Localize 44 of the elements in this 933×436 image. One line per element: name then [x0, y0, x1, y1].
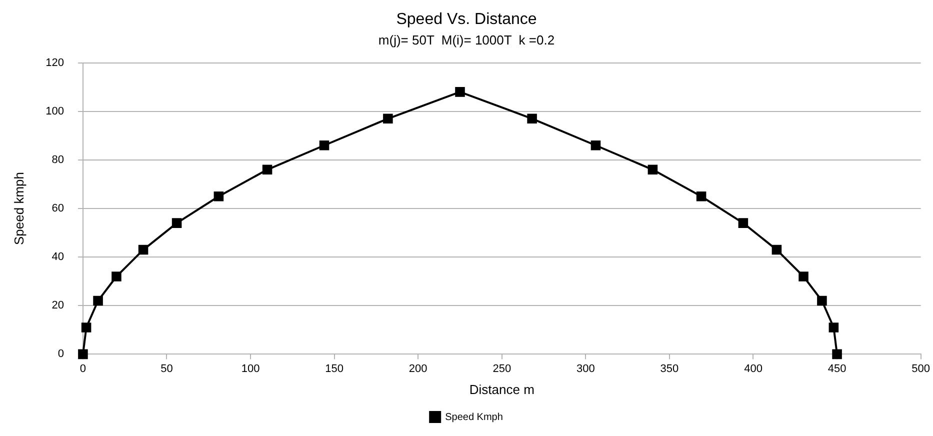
x-tick-label: 200 — [408, 362, 428, 375]
x-tick-label: 150 — [325, 362, 344, 375]
x-tick-label: 300 — [576, 362, 595, 375]
point — [832, 349, 842, 360]
point — [138, 244, 148, 255]
x-tick-label: 500 — [912, 362, 930, 375]
point — [738, 218, 748, 228]
y-tick-label: 60 — [52, 202, 64, 215]
y-tick-label: 120 — [46, 56, 64, 69]
chart-subtitle: m(j)= 50T M(i)= 1000T k =0.2 — [378, 32, 555, 48]
point — [172, 218, 182, 228]
point — [527, 114, 537, 124]
point — [648, 164, 658, 175]
y-tick-label: 0 — [58, 348, 64, 360]
point — [93, 296, 103, 306]
point — [78, 349, 88, 360]
point — [319, 140, 330, 150]
x-axis-title: Distance m — [469, 382, 534, 397]
x-tick-label: 100 — [241, 362, 260, 375]
point — [81, 322, 92, 332]
x-tick-label: 250 — [492, 362, 512, 375]
point — [214, 191, 224, 202]
point — [798, 272, 808, 282]
point — [696, 191, 706, 202]
point — [262, 164, 272, 175]
point — [455, 87, 465, 97]
point — [772, 244, 782, 255]
point — [817, 296, 827, 306]
legend-label: Speed Kmph — [445, 412, 503, 423]
x-tick-label: 50 — [160, 362, 173, 375]
x-tick-label: 0 — [80, 362, 86, 375]
chart-title: Speed Vs. Distance — [396, 11, 537, 28]
x-tick-label: 450 — [828, 362, 846, 375]
x-tick-label: 350 — [660, 362, 679, 375]
point — [383, 114, 393, 124]
point — [112, 272, 122, 282]
y-tick-label: 100 — [46, 105, 64, 118]
x-tick-label: 400 — [744, 362, 762, 375]
point — [590, 140, 601, 150]
point — [828, 322, 839, 332]
y-tick-label: 20 — [52, 300, 64, 312]
y-axis-title: Speed kmph — [11, 172, 26, 245]
y-tick-label: 80 — [52, 154, 64, 166]
y-tick-label: 40 — [52, 251, 64, 264]
